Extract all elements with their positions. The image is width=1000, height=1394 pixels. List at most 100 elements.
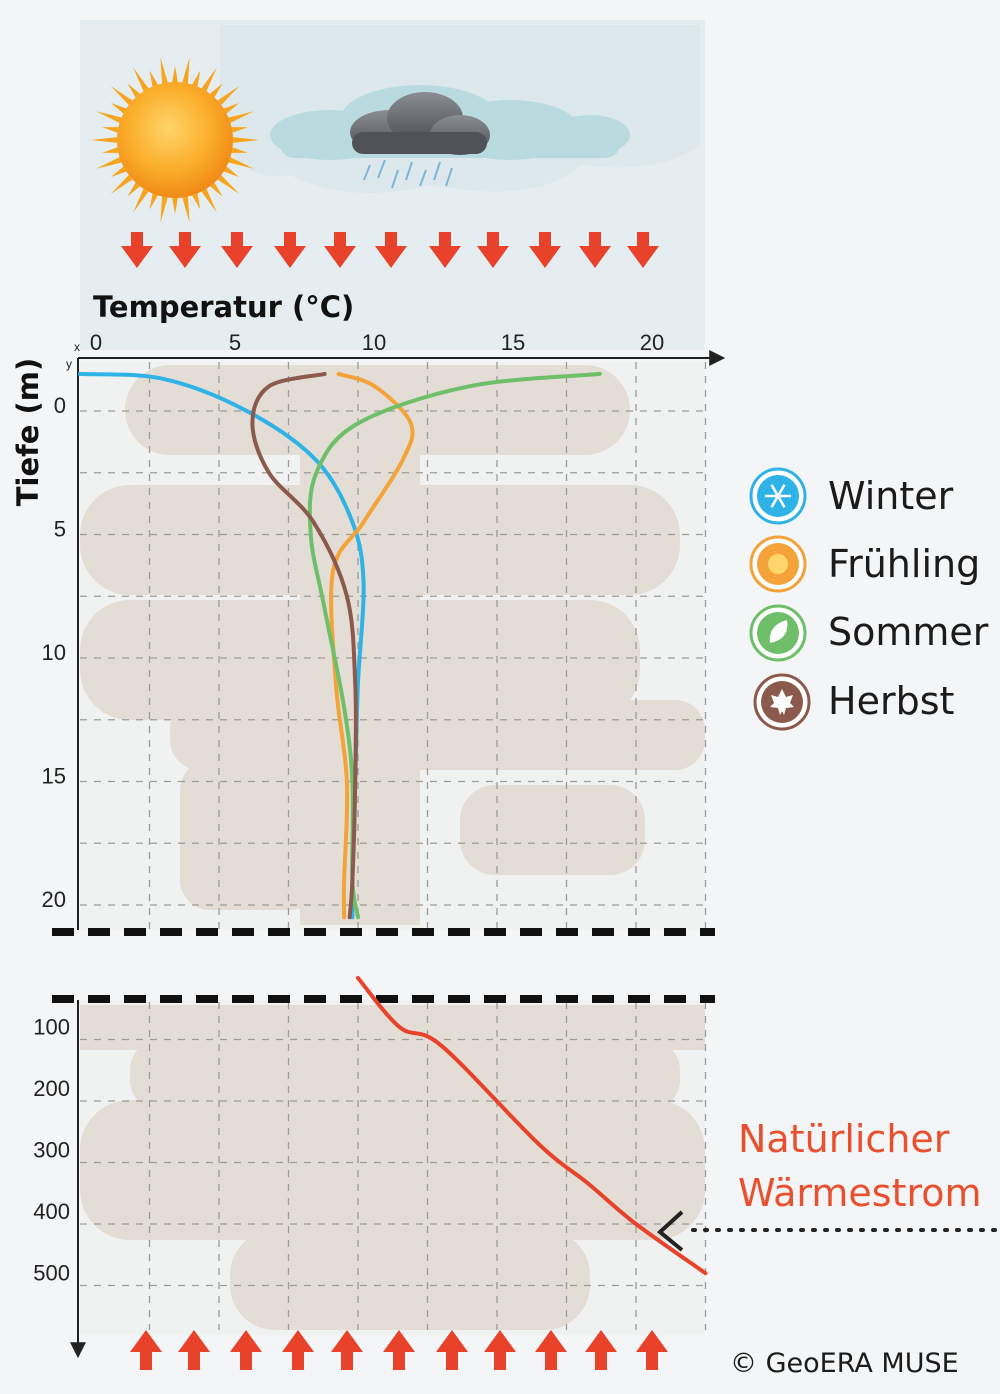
y-tick-labels: 0 5 10 15 20 (42, 393, 66, 912)
up-arrow-icon (230, 1330, 262, 1370)
y-tick-label: 100 (33, 1015, 70, 1040)
legend-label: Winter (828, 474, 954, 518)
y-tick-label: 200 (33, 1076, 70, 1101)
up-arrow-icon (636, 1330, 668, 1370)
down-arrow-icon (274, 232, 306, 268)
down-arrow-icon (169, 232, 201, 268)
ground-area-upper (80, 362, 705, 930)
sun-ray (182, 196, 190, 223)
sun-ray (231, 147, 248, 153)
annotation-line-1: Natürlicher (738, 1117, 950, 1161)
incoming-heat-arrows (121, 232, 659, 268)
x-tick-label: 20 (640, 330, 664, 355)
sun-ray (102, 127, 119, 133)
y-tick-label: 15 (42, 764, 66, 789)
y-tick-label: 0 (54, 393, 66, 418)
sun-ray (210, 182, 223, 197)
ground-area-lower (80, 1000, 705, 1335)
annotation-line-2: Wärmestrom (738, 1171, 982, 1215)
sun-ray (160, 196, 168, 223)
x-tick-label: 0 (90, 330, 102, 355)
sun-ray (231, 127, 248, 133)
up-arrow-icon (178, 1330, 210, 1370)
x-tick-label: 15 (501, 330, 525, 355)
sun-ray (149, 193, 158, 210)
sun-ray (96, 157, 122, 169)
legend-label: Frühling (828, 542, 981, 586)
sun-ray (133, 67, 149, 92)
legend-item-herbst: Herbst (748, 671, 998, 731)
up-arrow-icon (535, 1330, 567, 1370)
sun-ray (160, 57, 168, 84)
sun-ray (127, 182, 140, 197)
sun-ray (223, 103, 240, 114)
sun-ray (228, 111, 254, 123)
up-arrow-icon (331, 1330, 363, 1370)
leaf-icon (749, 604, 807, 662)
down-arrow-icon (579, 232, 611, 268)
sun-ray (172, 197, 178, 214)
sun-icon (749, 535, 807, 593)
sun-ray (210, 83, 223, 98)
x-tick-labels: 0 5 10 15 20 (90, 330, 664, 355)
sun-ray (232, 137, 259, 143)
y-axis-corner-label: y (66, 357, 72, 371)
down-arrow-icon (627, 232, 659, 268)
x-axis-title: Temperatur (°C) (93, 290, 355, 324)
legend-item-fruehling: Frühling (748, 534, 998, 594)
legend-label: Sommer (828, 610, 989, 654)
down-arrow-icon (121, 232, 153, 268)
sun-ray (201, 188, 217, 213)
sun-ray (127, 83, 140, 98)
down-arrow-icon (324, 232, 356, 268)
series-line-herbst (250, 371, 358, 920)
up-arrow-icon (484, 1330, 516, 1370)
down-arrow-icon (375, 232, 407, 268)
up-arrow-icon (585, 1330, 617, 1370)
up-arrow-icon (130, 1330, 162, 1370)
rain-cloud-icon (350, 92, 490, 189)
sun-ray (110, 103, 127, 114)
sun-ray (91, 137, 118, 143)
sun-ray (228, 157, 254, 169)
x-tick-label: 5 (229, 330, 241, 355)
down-arrow-icon (529, 232, 561, 268)
y-tick-labels-deep: 100 200 300 400 500 (33, 1015, 70, 1286)
down-arrow-icon (477, 232, 509, 268)
sun-ray (182, 57, 190, 84)
dotted-arrow-icon (656, 1210, 997, 1252)
legend-item-winter: Winter (748, 466, 998, 526)
legend-label: Herbst (828, 679, 955, 723)
sun-ray (201, 67, 217, 92)
legend-item-sommer: Sommer (748, 602, 998, 662)
maple-leaf-icon (753, 673, 811, 731)
up-arrow-icon (282, 1330, 314, 1370)
snowflake-icon (749, 467, 807, 525)
series-lines (78, 371, 708, 1276)
sun-ray (192, 70, 201, 87)
series-line-heat-flow (356, 976, 708, 1276)
geothermal-heat-arrows (130, 1330, 668, 1370)
sun-ray (133, 188, 149, 213)
y-tick-label: 400 (33, 1199, 70, 1224)
sun-ray (110, 175, 133, 194)
y-axis-title: Tiefe (m) (11, 357, 45, 507)
x-axis-corner-label: x (74, 340, 80, 354)
up-arrow-icon (383, 1330, 415, 1370)
x-tick-label: 10 (362, 330, 386, 355)
down-arrow-icon (221, 232, 253, 268)
copyright: © GeoERA MUSE (730, 1348, 959, 1379)
sun-ray (217, 175, 240, 194)
sun-ray (110, 166, 127, 177)
sun-ray (223, 166, 240, 177)
y-tick-label: 500 (33, 1261, 70, 1286)
y-tick-label: 10 (42, 640, 66, 665)
sun-ray (217, 86, 240, 105)
down-arrow-icon (429, 232, 461, 268)
sun-icon (91, 57, 259, 223)
sun-ray (102, 147, 119, 153)
sun-ray (149, 70, 158, 87)
sun-ray (96, 111, 122, 123)
up-arrow-icon (436, 1330, 468, 1370)
